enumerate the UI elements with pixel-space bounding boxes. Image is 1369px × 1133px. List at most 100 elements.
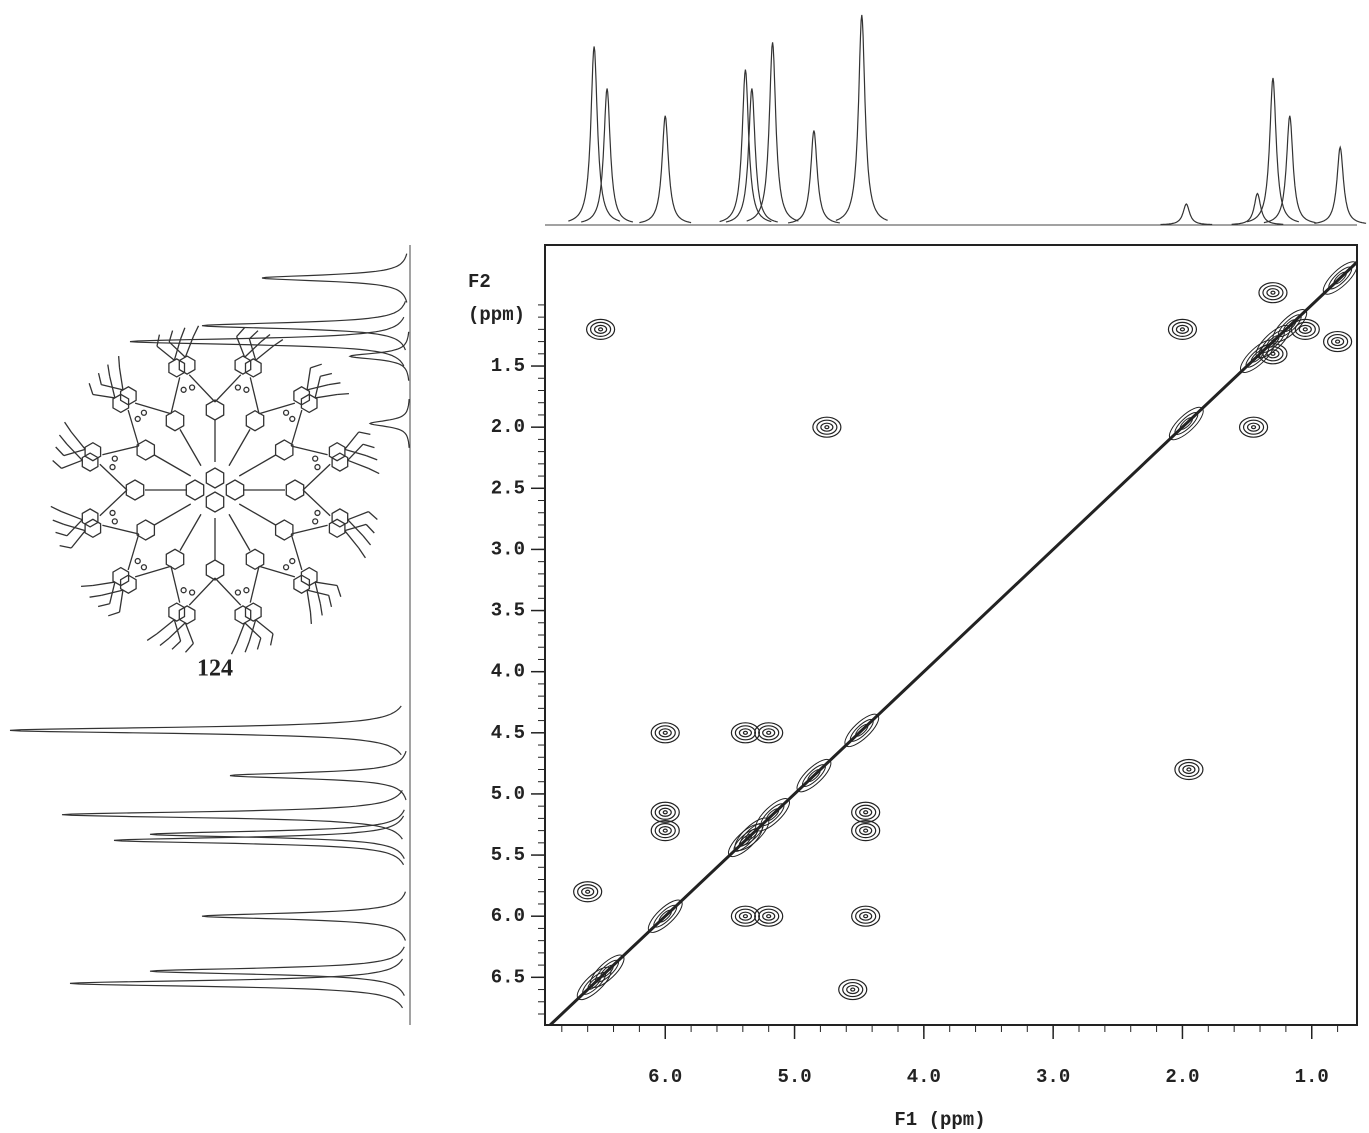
bond [99, 463, 128, 491]
bond [55, 446, 65, 457]
bond [249, 377, 260, 414]
x-axis-label: F1 (ppm) [894, 1109, 985, 1131]
left-spectrum-peak [201, 891, 406, 941]
y-tick-label: 2.5 [491, 477, 525, 499]
diagonal-peak [796, 758, 832, 793]
bond [97, 603, 110, 608]
oxygen [188, 589, 196, 596]
oxygen [111, 455, 118, 462]
cross-peak [754, 905, 784, 927]
ring [178, 605, 196, 625]
contour [734, 817, 770, 851]
bond [328, 382, 341, 386]
contour [812, 416, 842, 438]
bond [99, 489, 128, 517]
ring [244, 602, 262, 622]
structure-drawing [50, 325, 380, 655]
oxygen [289, 557, 296, 565]
bond [315, 393, 338, 399]
bond [344, 530, 360, 549]
contour [589, 321, 612, 337]
bond [70, 431, 86, 450]
contour [1298, 324, 1312, 334]
bond [358, 431, 371, 436]
contour [851, 820, 881, 842]
bond [118, 590, 124, 613]
contour [658, 807, 672, 817]
bond [302, 463, 331, 491]
bond [192, 325, 200, 337]
bond [238, 503, 276, 526]
ring [178, 355, 196, 375]
contour [855, 804, 877, 820]
bond [118, 367, 124, 390]
ring [274, 439, 294, 461]
top-spectrum-peak [568, 46, 621, 222]
bond [117, 356, 121, 368]
bond [228, 429, 251, 467]
contour [650, 801, 680, 823]
contour [758, 908, 780, 924]
ring [274, 519, 294, 541]
cross-peak [1258, 282, 1288, 304]
bond [244, 640, 250, 653]
contour [863, 828, 869, 833]
contour [850, 987, 856, 992]
bond [102, 524, 139, 535]
bond [256, 637, 262, 650]
contour [849, 718, 874, 742]
contour [842, 981, 864, 998]
contour [650, 722, 680, 744]
bond [154, 503, 192, 526]
y-tick-label: 6.0 [491, 905, 525, 927]
contour [1328, 266, 1353, 290]
contour [824, 425, 830, 430]
diagonal-peak [755, 798, 790, 832]
contour [1174, 758, 1204, 781]
bond [344, 448, 367, 457]
contour [1245, 344, 1270, 368]
left-spectrum-peak [69, 958, 403, 1009]
ring [331, 508, 349, 528]
contour [760, 803, 785, 827]
bond [184, 622, 194, 644]
oxygen [314, 463, 321, 471]
ring [112, 566, 130, 587]
bond [173, 619, 182, 642]
diagonal-peak [734, 817, 770, 851]
cross-peak [812, 416, 842, 438]
y-tick-label: 4.0 [491, 661, 525, 683]
bond [358, 547, 366, 559]
contour [796, 758, 832, 793]
contour [802, 764, 826, 788]
bond [159, 637, 170, 647]
bond [92, 581, 115, 587]
left-spectrum-peak [129, 316, 405, 367]
contour [859, 807, 873, 817]
contour [1258, 343, 1288, 365]
cross-peak [730, 905, 761, 927]
contour [1270, 290, 1276, 295]
bond [344, 431, 360, 450]
diagonal-peak [589, 954, 625, 988]
bond [171, 640, 182, 650]
contour [1168, 406, 1204, 441]
ring [300, 393, 318, 414]
contour [1250, 425, 1257, 430]
bond [255, 345, 274, 361]
bond [88, 383, 94, 395]
bond [52, 519, 65, 525]
bond [188, 577, 216, 606]
contour [754, 905, 784, 927]
contour [573, 881, 603, 903]
contour [855, 723, 869, 737]
contour [658, 826, 672, 836]
cross-peak [730, 722, 761, 744]
bond [61, 459, 83, 469]
oxygen [109, 463, 116, 471]
bond [306, 589, 329, 596]
ring [205, 559, 225, 581]
bond [344, 523, 367, 532]
oxygen [312, 455, 319, 462]
